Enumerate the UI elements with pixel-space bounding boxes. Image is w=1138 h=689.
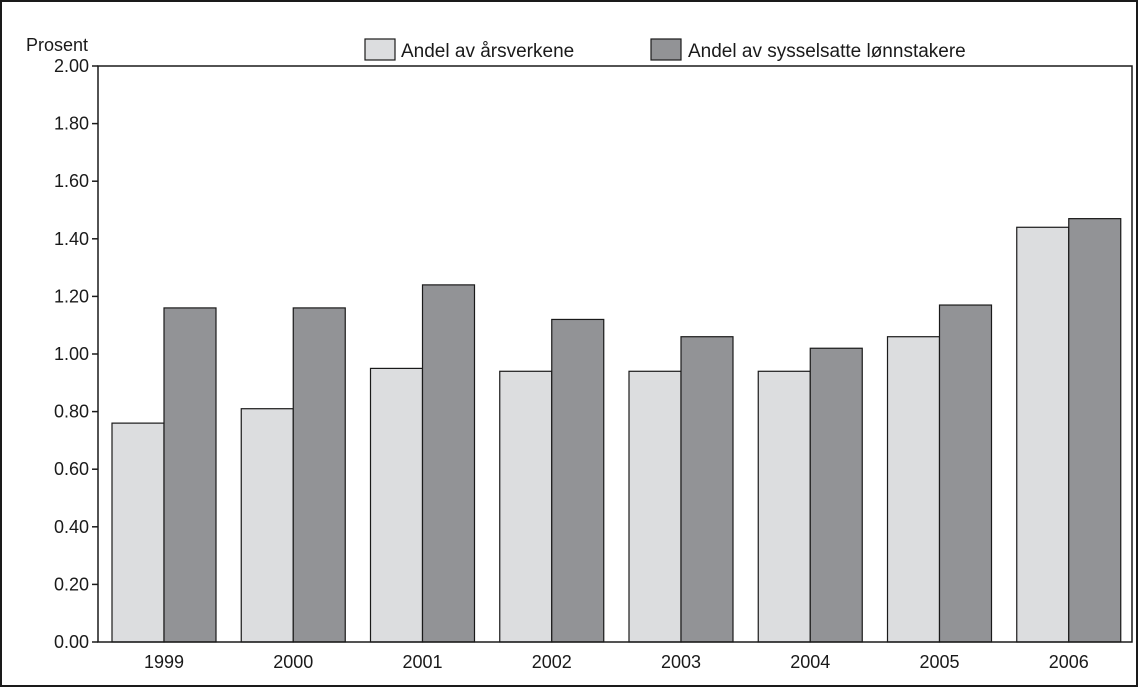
legend-swatch-series-2 — [650, 38, 682, 61]
x-axis: 1999 2000 2001 2002 2003 2004 2005 2006 — [144, 652, 1089, 672]
bar-series-2-2004 — [809, 347, 863, 643]
y-axis: 0.00 0.20 0.40 0.60 0.80 1.00 1.20 1.40 1.60 1.80… — [54, 56, 98, 652]
bar-series-2-2006 — [1068, 218, 1122, 643]
bar-series-1-2001 — [369, 367, 424, 643]
y-tick-label: 0.00 — [54, 632, 89, 652]
y-tick-label: 1.60 — [54, 171, 89, 191]
legend-label-series-2: Andel av sysselsatte lønnstakere — [688, 41, 966, 62]
x-tick-label: 2004 — [790, 652, 830, 672]
legend: Andel av årsverkene Andel av sysselsatte… — [364, 38, 966, 62]
bar-series-1-2004 — [757, 370, 811, 643]
x-tick-label: 2002 — [532, 652, 572, 672]
y-tick-label: 0.40 — [54, 517, 89, 537]
bar-series-1-2006 — [1016, 226, 1070, 643]
bars-group — [111, 218, 1122, 643]
x-tick-label: 2001 — [402, 652, 442, 672]
bar-series-1-2003 — [628, 370, 682, 643]
bar-series-2-2002 — [551, 318, 605, 643]
y-tick-label: 0.80 — [54, 402, 89, 422]
x-tick-label: 2005 — [919, 652, 959, 672]
bar-series-2-2003 — [680, 336, 734, 643]
bar-series-1-1999 — [111, 422, 165, 643]
x-tick-label: 2003 — [661, 652, 701, 672]
legend-swatch-series-1 — [364, 38, 396, 61]
bar-series-1-2000 — [240, 408, 294, 643]
bar-series-1-2002 — [499, 370, 553, 643]
y-tick-label: 1.80 — [54, 114, 89, 134]
y-tick-label: 1.00 — [54, 344, 89, 364]
y-tick-label: 1.40 — [54, 229, 89, 249]
legend-label-series-1: Andel av årsverkene — [401, 41, 574, 62]
x-tick-label: 2000 — [273, 652, 313, 672]
y-tick-label: 1.20 — [54, 286, 89, 306]
bar-series-2-1999 — [163, 307, 217, 643]
bar-series-2-2001 — [421, 284, 476, 643]
x-tick-label: 2006 — [1049, 652, 1089, 672]
y-tick-label: 0.20 — [54, 574, 89, 594]
y-axis-title: Prosent — [26, 35, 88, 55]
x-tick-label: 1999 — [144, 652, 184, 672]
y-tick-label: 0.60 — [54, 459, 89, 479]
y-tick-label: 2.00 — [54, 56, 89, 76]
bar-series-2-2000 — [292, 307, 346, 643]
bar-series-1-2005 — [886, 336, 941, 643]
bar-series-2-2005 — [938, 304, 993, 643]
